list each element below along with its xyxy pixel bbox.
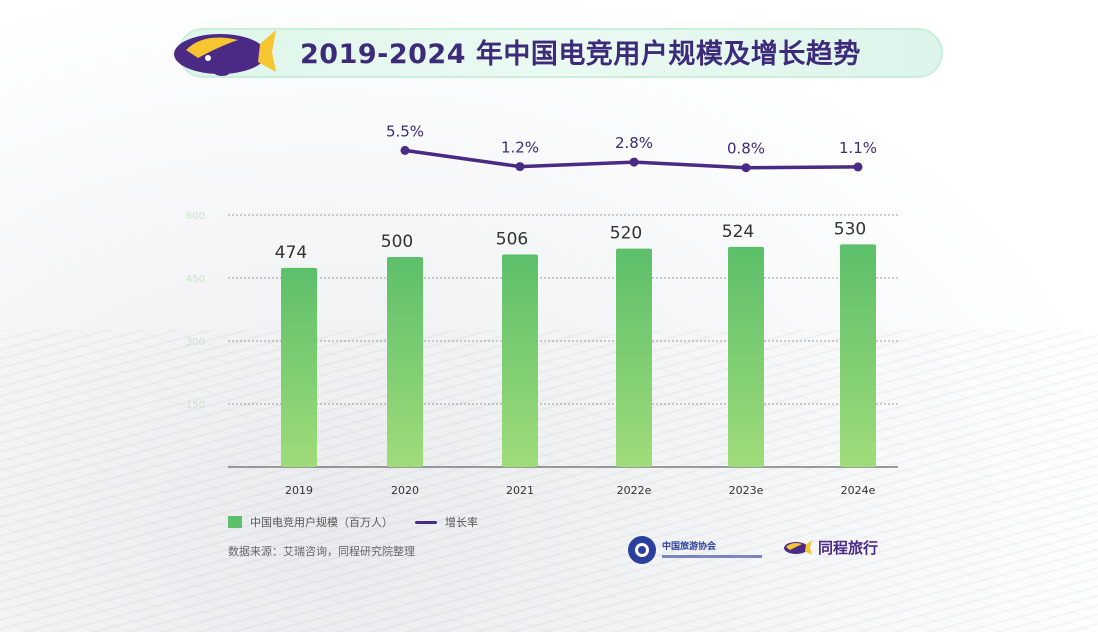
legend-line-swatch	[415, 520, 437, 524]
bar-value-label: 524	[722, 222, 754, 242]
x-tick-label: 2020	[391, 484, 419, 497]
bar	[281, 267, 317, 467]
association-subtitle-bar	[662, 555, 762, 558]
bar	[502, 254, 538, 467]
y-tick-label: 300	[186, 337, 205, 348]
growth-rate-label: 1.1%	[839, 139, 877, 157]
background-texture	[0, 330, 1098, 632]
growth-rate-point	[629, 157, 639, 167]
growth-rate-label: 0.8%	[727, 140, 765, 158]
y-tick-label: 450	[186, 274, 205, 285]
growth-rate-point	[515, 162, 525, 172]
bar-value-label: 500	[381, 232, 413, 252]
x-tick-label: 2022e	[617, 484, 652, 497]
y-tick-label: 600	[186, 211, 205, 222]
growth-rate-label: 1.2%	[501, 139, 539, 157]
bar	[728, 246, 764, 467]
brand-name: 同程旅行	[818, 539, 879, 557]
growth-rate-point	[400, 145, 410, 155]
x-tick-label: 2021	[506, 484, 534, 497]
legend-line-label: 增长率	[445, 516, 478, 529]
bar-value-label: 474	[275, 243, 307, 263]
legend-bar-label: 中国电竞用户规模（百万人）	[250, 516, 393, 529]
growth-rate-point	[741, 163, 751, 173]
bar-value-label: 530	[834, 219, 866, 239]
x-tick-label: 2019	[285, 484, 313, 497]
brand-whale-icon	[784, 539, 812, 555]
legend-bar-swatch	[228, 516, 242, 528]
growth-rate-label: 2.8%	[615, 134, 653, 152]
bar	[616, 248, 652, 467]
source-note: 数据来源：艾瑞咨询，同程研究院整理	[228, 545, 415, 558]
bar	[387, 257, 423, 467]
bar	[840, 244, 876, 467]
brand-logo: 同程旅行	[782, 537, 878, 558]
bar-value-label: 520	[610, 224, 642, 244]
x-tick-label: 2023e	[729, 484, 764, 497]
association-logo: 中国旅游协会	[628, 536, 762, 564]
whale-mascot-icon	[174, 30, 276, 76]
title-banner	[178, 28, 943, 78]
association-emblem-icon	[628, 536, 656, 564]
y-tick-label: 150	[186, 400, 205, 411]
growth-rate-label: 5.5%	[386, 122, 424, 140]
bar-value-label: 506	[496, 229, 528, 249]
chart-title: 2019-2024 年中国电竞用户规模及增长趋势	[300, 39, 861, 70]
chart-legend: 中国电竞用户规模（百万人） 增长率	[228, 512, 478, 532]
x-tick-label: 2024e	[841, 484, 876, 497]
association-name: 中国旅游协会	[662, 542, 717, 552]
growth-rate-point	[853, 162, 863, 172]
